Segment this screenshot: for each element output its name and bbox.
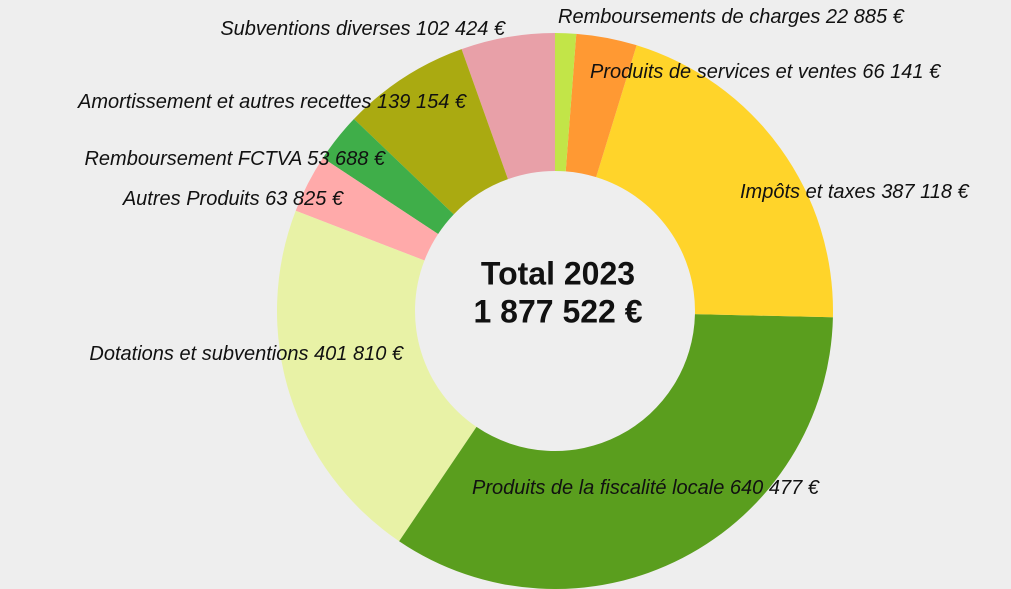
slice-label: Produits de la fiscalité locale 640 477 … [472, 477, 820, 499]
center-value: 1 877 522 € [473, 293, 642, 329]
slice-value: 102 424 € [416, 18, 506, 40]
slice-name: Remboursement FCTVA [84, 148, 302, 170]
slice-label: Remboursement FCTVA 53 688 € [84, 148, 385, 170]
center-title: Total 2023 [481, 255, 635, 291]
slice-name: Subventions diverses [220, 18, 410, 40]
slice [565, 33, 637, 178]
slice-value: 401 810 € [314, 343, 404, 365]
slice-value: 387 118 € [881, 181, 969, 203]
slice-name: Amortissement et autres recettes [77, 91, 371, 113]
slice-name: Autres Produits [122, 188, 260, 210]
slice-label: Subventions diverses 102 424 € [220, 18, 506, 40]
slice-value: 53 688 € [307, 148, 386, 170]
slice-label: Amortissement et autres recettes 139 154… [77, 91, 467, 113]
slice-value: 66 141 € [862, 61, 941, 83]
slice [322, 119, 454, 234]
slice-label: Produits de services et ventes 66 141 € [590, 61, 941, 83]
slice-name: Impôts et taxes [740, 181, 876, 203]
slice-label: Autres Produits 63 825 € [122, 188, 344, 210]
slice-value: 640 477 € [730, 477, 820, 499]
slice [555, 33, 577, 172]
slice [461, 33, 555, 180]
slice [596, 45, 833, 318]
slice-label: Remboursements de charges 22 885 € [558, 6, 905, 28]
slice-name: Produits de services et ventes [590, 61, 857, 83]
slice-label: Dotations et subventions 401 810 € [89, 343, 403, 365]
slice [276, 210, 477, 542]
slice-name: Dotations et subventions [89, 343, 308, 365]
slice-value: 63 825 € [265, 188, 344, 210]
slice [399, 314, 833, 589]
slice [295, 158, 439, 261]
slice-name: Produits de la fiscalité locale [472, 477, 724, 499]
slice-value: 139 154 € [377, 91, 467, 113]
slice-name: Remboursements de charges [558, 6, 820, 28]
slice-label: Impôts et taxes 387 118 € [740, 181, 970, 203]
slice [353, 49, 508, 215]
slice-value: 22 885 € [825, 6, 905, 28]
